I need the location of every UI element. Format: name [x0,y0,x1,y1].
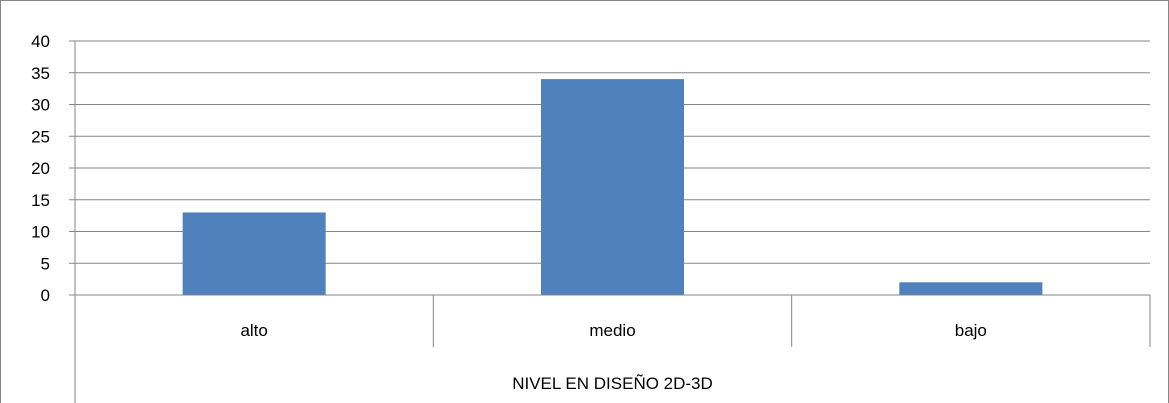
x-group-label: NIVEL EN DISEÑO 2D-3D [512,374,713,393]
y-tick-label-20: 20 [31,159,50,178]
bar-medio [541,79,684,295]
y-tick-label-35: 35 [31,64,50,83]
x-category-label-alto: alto [240,321,267,340]
y-tick-label-5: 5 [41,254,50,273]
bar-alto [182,212,326,295]
y-tick-label-15: 15 [31,191,50,210]
x-category-label-medio: medio [589,321,635,340]
axes [74,41,1151,403]
y-tick-label-0: 0 [41,286,50,305]
y-tick-label-10: 10 [31,223,50,242]
y-tick-labels: 0 5 10 15 20 25 30 35 40 [31,32,50,305]
bar-bajo [899,282,1043,295]
y-tick-label-40: 40 [31,32,50,51]
y-tick-label-25: 25 [31,127,50,146]
y-tick-label-30: 30 [31,96,50,115]
x-category-label-bajo: bajo [955,321,987,340]
x-category-labels: alto medio bajo [240,321,986,340]
bars [182,79,1043,295]
